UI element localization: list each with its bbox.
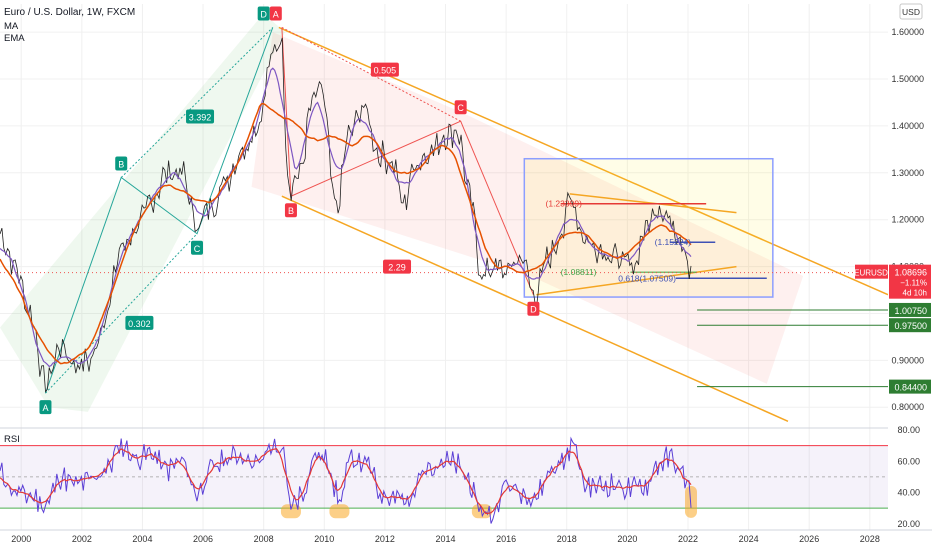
price-axis-tick-label: 0.90000 — [891, 355, 924, 365]
ma-series-line — [0, 67, 692, 368]
wave-label: C — [457, 103, 464, 113]
ratio-label: 2.29 — [388, 263, 406, 273]
rsi-line — [0, 436, 692, 524]
bearish-zone — [251, 32, 804, 384]
price-axis-tick-label: 1.40000 — [891, 121, 924, 131]
wave-label-box — [257, 6, 270, 21]
symbol-title: Euro / U.S. Dollar, 1W, FXCM — [4, 7, 135, 18]
wave-label-box — [190, 240, 203, 255]
ratio-label-box — [383, 259, 412, 274]
support-level-tag-box — [889, 379, 931, 394]
wave-label-box — [269, 6, 282, 21]
price-annotation: (1.08811) — [561, 267, 597, 277]
time-axis-tick-label: 2000 — [11, 534, 31, 544]
ratio-label-box — [370, 62, 399, 77]
indicator-label: EMA — [4, 33, 25, 44]
bullish-pattern-diagonal — [120, 27, 274, 178]
current-price-box — [889, 264, 931, 299]
time-axis-tick-label: 2024 — [739, 534, 759, 544]
price-axis-tick-label: 1.20000 — [891, 215, 924, 225]
rsi-axis-tick-label: 80.00 — [897, 425, 920, 435]
wave-label: D — [530, 305, 537, 315]
rsi-low-highlight — [280, 504, 301, 519]
rsi-title: RSI — [4, 434, 20, 445]
current-price-change: −1.11% — [900, 279, 927, 288]
price-axis-tick-label: 1.60000 — [891, 27, 924, 37]
time-axis-tick-label: 2002 — [72, 534, 92, 544]
ratio-label-box — [186, 109, 215, 124]
rsi-ma-line — [0, 448, 692, 515]
wave-label-box — [284, 203, 297, 218]
rsi-axis-tick-label: 60.00 — [897, 456, 920, 466]
wave-label-box — [454, 100, 467, 115]
ema-series-line — [0, 102, 692, 365]
ratio-label: 0.505 — [374, 66, 397, 76]
indicator-label: MA — [4, 21, 19, 32]
support-level-tag: 0.84400 — [894, 383, 927, 393]
ratio-label-box — [125, 315, 154, 330]
ratio-label: 3.392 — [189, 113, 212, 123]
wave-label: A — [42, 403, 48, 413]
support-level-tag: 1.00750 — [894, 306, 927, 316]
wave-label: C — [194, 244, 201, 254]
price-axis-tick-label: 0.80000 — [891, 402, 924, 412]
support-level-tag: 0.97500 — [894, 321, 927, 331]
bullish-pattern-path — [44, 27, 274, 394]
price-annotation: (1.23399) — [546, 199, 583, 209]
currency-button — [899, 3, 923, 20]
ratio-label: 0.302 — [128, 319, 151, 329]
symbol-tag-box — [855, 264, 888, 279]
bullish-pattern-diagonal — [45, 233, 198, 394]
time-axis-tick-label: 2026 — [799, 534, 819, 544]
rsi-low-highlight — [329, 504, 350, 519]
bearish-pattern-path — [281, 27, 534, 295]
wave-label: B — [118, 159, 124, 169]
rsi-axis-tick-label: 20.00 — [897, 519, 920, 529]
price-axis-tick-label: 1.50000 — [891, 74, 924, 84]
currency-button-label: USD — [902, 7, 920, 17]
wave-label: A — [273, 9, 279, 19]
current-price-value: 1.08696 — [894, 268, 927, 278]
current-price-countdown: 4d 10h — [903, 289, 927, 298]
support-level-tag-box — [889, 302, 931, 317]
wave-label-box — [527, 301, 540, 316]
wave-label-box — [39, 400, 52, 415]
price-annotation: (1.15224) — [655, 237, 692, 247]
time-axis-tick-label: 2014 — [435, 534, 455, 544]
rsi-axis-tick-label: 40.00 — [897, 488, 920, 498]
time-axis-tick-label: 2008 — [254, 534, 274, 544]
wave-label: B — [288, 206, 294, 216]
time-axis-tick-label: 2028 — [860, 534, 880, 544]
time-axis-tick-label: 2022 — [678, 534, 698, 544]
time-axis-tick-label: 2020 — [617, 534, 637, 544]
triangle-lower-line — [536, 265, 737, 296]
price-axis-tick-label: 1.30000 — [891, 168, 924, 178]
wave-label: D — [260, 9, 267, 19]
time-axis-tick-label: 2018 — [557, 534, 577, 544]
time-axis-tick-label: 2010 — [314, 534, 334, 544]
time-axis-tick-label: 2004 — [132, 534, 152, 544]
wave-label-box — [115, 156, 128, 171]
time-axis-tick-label: 2012 — [375, 534, 395, 544]
symbol-tag: EURUSD — [854, 269, 888, 278]
support-level-tag-box — [889, 318, 931, 333]
time-axis-tick-label: 2006 — [193, 534, 213, 544]
time-axis-tick-label: 2016 — [496, 534, 516, 544]
price-annotation: 0.618(1.07509) — [618, 273, 676, 283]
